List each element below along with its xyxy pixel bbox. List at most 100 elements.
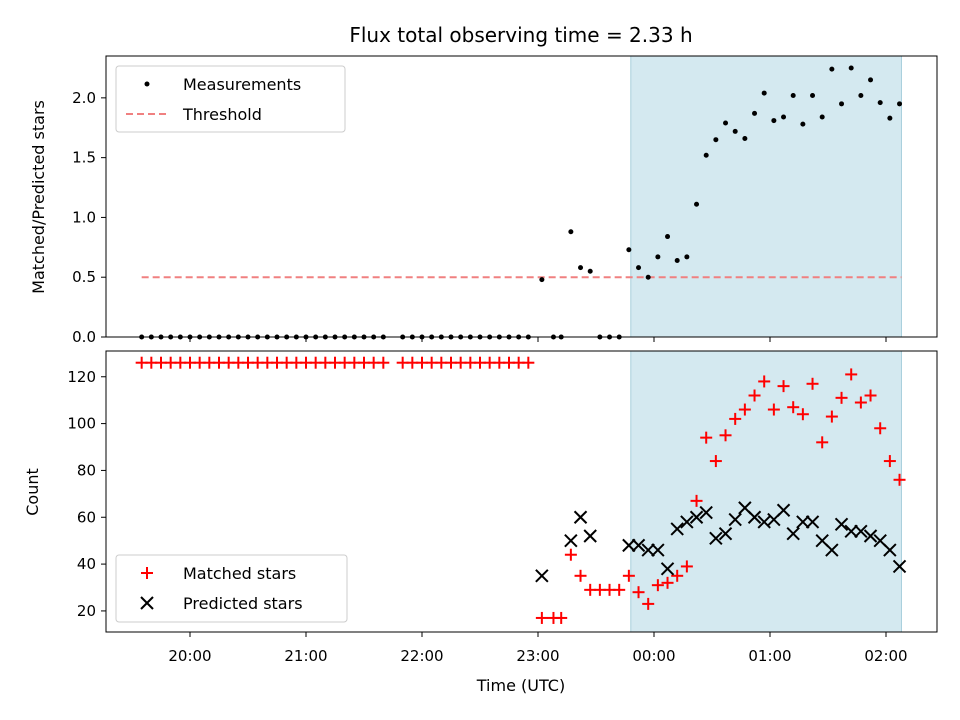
measurement-point [694,201,700,207]
matched-star-point [787,401,800,414]
matched-star-point [835,391,848,404]
measurements-series [139,65,903,340]
matched-star-point [825,410,838,423]
bottom-x-tick-label: 22:00 [400,647,443,665]
measurement-point [877,100,883,106]
matched-star-point [651,579,664,592]
predicted-star-point [622,538,636,553]
bottom-x-axis: 20:00 21:00 22:00 23:00 00:00 01:00 02:00 [168,632,908,665]
predicted-star-point [651,543,665,557]
matched-star-point [564,548,577,561]
bottom-panel: 20 40 60 80 100 120 20:00 21:00 22:00 23:00 00:00… [23,350,938,695]
predicted-star-point [796,515,810,529]
predicted-star-point [564,533,578,548]
predicted-star-point [689,510,704,524]
matched-star-point [522,356,535,369]
matched-star-point [864,389,877,402]
predicted-star-point [863,529,878,543]
predicted-star-point [631,538,646,553]
measurement-point [626,247,632,253]
measurement-point [578,265,584,271]
matched-star-point [690,494,703,507]
matched-star-point [700,431,713,444]
matched-star-point [758,375,771,388]
measurement-point [539,277,545,283]
matched-star-point [680,560,693,573]
measurement-point [665,234,671,240]
measurement-point [887,115,893,121]
predicted-star-point [825,543,839,557]
bottom-y-tick-label: 120 [67,368,96,386]
predicted-star-point [718,526,733,541]
matched-star-point [535,611,548,624]
matched-star-point [642,597,655,610]
bottom-x-tick-label: 21:00 [284,647,327,665]
bottom-y-tick-label: 20 [77,602,96,620]
bottom-y-axis-label: Count [23,468,42,516]
measurement-point [800,121,806,127]
measurement-point [674,257,680,263]
x-axis-label: Time (UTC) [476,676,565,695]
measurement-point [742,136,748,142]
matched-star-point [377,356,390,369]
matched-star-point [854,396,867,409]
measurement-point [829,66,835,72]
matched-star-point [671,569,684,582]
matched-star-point [729,412,742,425]
matched-star-point [874,422,887,435]
top-x-axis-ticks [189,337,887,342]
top-panel: 0.00.51.01.52.0 Matched/Predicted stars … [29,55,938,346]
matched-star-point [661,576,674,589]
measurement-point [810,92,816,98]
matched-star-point [893,473,906,486]
top-y-tick-label: 2.0 [72,89,96,107]
predicted-star-point [573,510,588,524]
bottom-axes-frame [105,350,938,633]
bottom-y-axis: 20 40 60 80 100 120 [67,368,106,620]
bottom-y-tick-label: 40 [77,555,96,573]
bottom-x-tick-label: 20:00 [168,647,211,665]
top-shaded-region [630,55,902,338]
matched-star-point [632,586,645,599]
matched-star-point [883,455,896,468]
predicted-star-point [844,524,858,539]
matched-stars-legend-marker [141,567,153,579]
predicted-star-point [709,531,723,546]
predicted-star-point [883,543,897,557]
measurement-point [568,229,574,235]
measurement-point [713,137,719,143]
measurement-point [684,254,690,260]
top-y-tick-label: 1.0 [72,208,96,226]
predicted-star-point [892,559,907,574]
bottom-x-tick-label: 00:00 [632,647,675,665]
top-y-tick-label: 1.5 [72,149,96,167]
bottom-x-tick-label: 23:00 [516,647,559,665]
predicted-star-point [757,515,771,529]
matched-star-point [738,403,751,416]
top-legend: Measurements Threshold [115,65,346,133]
matched-star-point [806,377,819,390]
bottom-x-tick-label: 01:00 [748,647,791,665]
chart-title: Flux total observing time = 2.33 h [349,23,692,47]
predicted-star-point [670,522,684,536]
measurement-point [868,77,874,83]
top-y-tick-label: 0.0 [72,328,96,346]
matched-star-point [574,569,587,582]
predicted-star-point [834,517,849,531]
measurement-point [655,254,661,260]
top-y-axis-label: Matched/Predicted stars [29,100,48,294]
measurement-point [636,265,642,271]
measurement-point [703,152,709,158]
matched-star-point [767,403,780,416]
legend-matched-stars-label: Matched stars [183,564,296,583]
measurement-point [848,65,854,71]
matched-star-point [816,436,829,449]
predicted-star-point [699,505,713,520]
top-y-axis: 0.0 0.5 1.0 1.5 2.0 [72,89,106,346]
predicted-star-point [776,503,791,517]
legend-threshold-label: Threshold [182,105,262,124]
bottom-shaded-region [630,350,902,633]
measurements-legend-marker [144,81,150,87]
measurement-point [752,110,758,116]
